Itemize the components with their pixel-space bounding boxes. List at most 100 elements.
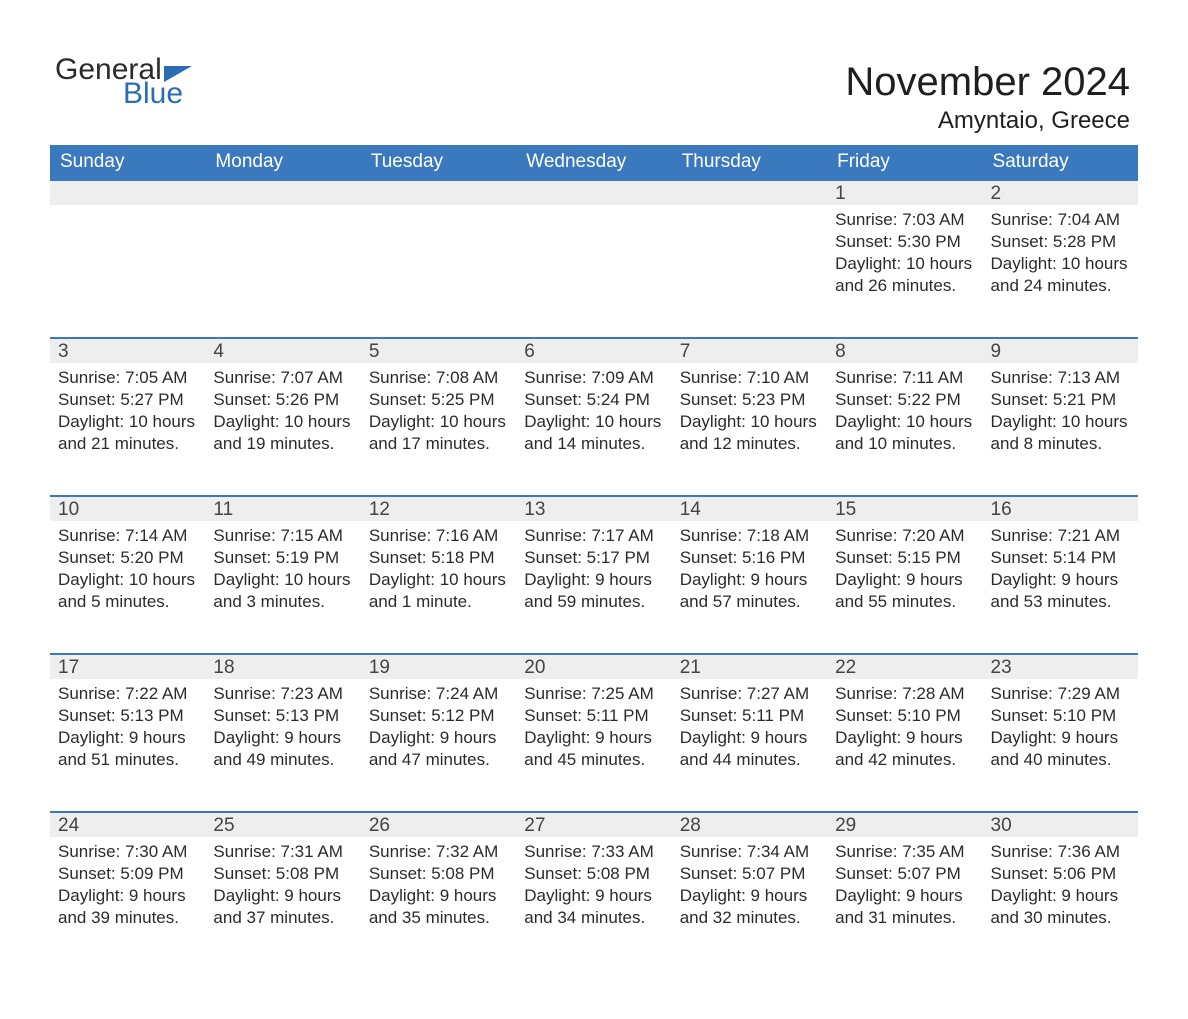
day-cell	[50, 205, 205, 337]
day-cell: Sunrise: 7:20 AMSunset: 5:15 PMDaylight:…	[827, 521, 982, 653]
day-day2: and 3 minutes.	[213, 591, 352, 613]
day-sunrise: Sunrise: 7:21 AM	[991, 525, 1130, 547]
day-sunset: Sunset: 5:08 PM	[213, 863, 352, 885]
day-sunrise: Sunrise: 7:30 AM	[58, 841, 197, 863]
day-day2: and 30 minutes.	[991, 907, 1130, 929]
day-cell: Sunrise: 7:22 AMSunset: 5:13 PMDaylight:…	[50, 679, 205, 811]
day-number: 1	[827, 179, 982, 205]
brand-word-2: Blue	[123, 79, 192, 109]
day-day2: and 40 minutes.	[991, 749, 1130, 771]
day-cell: Sunrise: 7:31 AMSunset: 5:08 PMDaylight:…	[205, 837, 360, 969]
day-number: 15	[827, 495, 982, 521]
day-day1: Daylight: 10 hours	[680, 411, 819, 433]
day-day1: Daylight: 9 hours	[835, 727, 974, 749]
day-day1: Daylight: 9 hours	[991, 727, 1130, 749]
day-details: Sunrise: 7:18 AMSunset: 5:16 PMDaylight:…	[672, 521, 827, 623]
day-day1: Daylight: 10 hours	[835, 253, 974, 275]
day-sunset: Sunset: 5:18 PM	[369, 547, 508, 569]
day-day2: and 10 minutes.	[835, 433, 974, 455]
day-details: Sunrise: 7:13 AMSunset: 5:21 PMDaylight:…	[983, 363, 1138, 465]
day-details: Sunrise: 7:27 AMSunset: 5:11 PMDaylight:…	[672, 679, 827, 781]
day-cell: Sunrise: 7:07 AMSunset: 5:26 PMDaylight:…	[205, 363, 360, 495]
day-day2: and 57 minutes.	[680, 591, 819, 613]
day-sunrise: Sunrise: 7:13 AM	[991, 367, 1130, 389]
day-sunset: Sunset: 5:17 PM	[524, 547, 663, 569]
day-number: 8	[827, 337, 982, 363]
day-cell: Sunrise: 7:16 AMSunset: 5:18 PMDaylight:…	[361, 521, 516, 653]
week-body-row: Sunrise: 7:03 AMSunset: 5:30 PMDaylight:…	[50, 205, 1138, 337]
day-number: 27	[516, 811, 671, 837]
day-sunset: Sunset: 5:08 PM	[369, 863, 508, 885]
day-cell: Sunrise: 7:24 AMSunset: 5:12 PMDaylight:…	[361, 679, 516, 811]
day-details: Sunrise: 7:07 AMSunset: 5:26 PMDaylight:…	[205, 363, 360, 465]
day-details: Sunrise: 7:30 AMSunset: 5:09 PMDaylight:…	[50, 837, 205, 939]
day-sunrise: Sunrise: 7:33 AM	[524, 841, 663, 863]
day-day1: Daylight: 9 hours	[680, 727, 819, 749]
brand-logo: General Blue	[55, 55, 192, 109]
day-number	[205, 179, 360, 205]
day-cell: Sunrise: 7:28 AMSunset: 5:10 PMDaylight:…	[827, 679, 982, 811]
day-cell: Sunrise: 7:35 AMSunset: 5:07 PMDaylight:…	[827, 837, 982, 969]
day-day1: Daylight: 9 hours	[369, 727, 508, 749]
day-number: 28	[672, 811, 827, 837]
day-day2: and 19 minutes.	[213, 433, 352, 455]
day-day1: Daylight: 10 hours	[991, 411, 1130, 433]
week-daynum-row: 12	[50, 179, 1138, 205]
day-day2: and 26 minutes.	[835, 275, 974, 297]
day-details: Sunrise: 7:09 AMSunset: 5:24 PMDaylight:…	[516, 363, 671, 465]
day-number	[516, 179, 671, 205]
day-number: 14	[672, 495, 827, 521]
day-cell: Sunrise: 7:30 AMSunset: 5:09 PMDaylight:…	[50, 837, 205, 969]
day-day1: Daylight: 9 hours	[213, 885, 352, 907]
day-details: Sunrise: 7:10 AMSunset: 5:23 PMDaylight:…	[672, 363, 827, 465]
day-cell: Sunrise: 7:18 AMSunset: 5:16 PMDaylight:…	[672, 521, 827, 653]
weekday-header: Monday	[205, 145, 360, 179]
day-sunset: Sunset: 5:28 PM	[991, 231, 1130, 253]
day-number	[50, 179, 205, 205]
day-number: 30	[983, 811, 1138, 837]
day-day1: Daylight: 9 hours	[58, 727, 197, 749]
day-sunrise: Sunrise: 7:36 AM	[991, 841, 1130, 863]
day-number: 3	[50, 337, 205, 363]
day-details: Sunrise: 7:31 AMSunset: 5:08 PMDaylight:…	[205, 837, 360, 939]
day-number: 17	[50, 653, 205, 679]
day-details: Sunrise: 7:22 AMSunset: 5:13 PMDaylight:…	[50, 679, 205, 781]
day-number: 18	[205, 653, 360, 679]
day-cell: Sunrise: 7:11 AMSunset: 5:22 PMDaylight:…	[827, 363, 982, 495]
week-body-row: Sunrise: 7:22 AMSunset: 5:13 PMDaylight:…	[50, 679, 1138, 811]
day-day2: and 32 minutes.	[680, 907, 819, 929]
weekday-header: Tuesday	[361, 145, 516, 179]
day-cell	[205, 205, 360, 337]
day-day1: Daylight: 9 hours	[835, 885, 974, 907]
day-sunset: Sunset: 5:07 PM	[680, 863, 819, 885]
day-sunrise: Sunrise: 7:22 AM	[58, 683, 197, 705]
day-sunrise: Sunrise: 7:14 AM	[58, 525, 197, 547]
day-sunset: Sunset: 5:12 PM	[369, 705, 508, 727]
day-cell: Sunrise: 7:33 AMSunset: 5:08 PMDaylight:…	[516, 837, 671, 969]
day-sunset: Sunset: 5:07 PM	[835, 863, 974, 885]
weekday-header: Thursday	[672, 145, 827, 179]
day-details: Sunrise: 7:08 AMSunset: 5:25 PMDaylight:…	[361, 363, 516, 465]
day-details: Sunrise: 7:25 AMSunset: 5:11 PMDaylight:…	[516, 679, 671, 781]
day-details: Sunrise: 7:20 AMSunset: 5:15 PMDaylight:…	[827, 521, 982, 623]
day-day1: Daylight: 9 hours	[524, 885, 663, 907]
day-day1: Daylight: 9 hours	[524, 727, 663, 749]
day-day2: and 5 minutes.	[58, 591, 197, 613]
day-sunset: Sunset: 5:10 PM	[991, 705, 1130, 727]
day-day1: Daylight: 9 hours	[991, 569, 1130, 591]
day-number: 13	[516, 495, 671, 521]
day-day1: Daylight: 10 hours	[213, 569, 352, 591]
day-number: 2	[983, 179, 1138, 205]
day-sunrise: Sunrise: 7:04 AM	[991, 209, 1130, 231]
week-body-row: Sunrise: 7:14 AMSunset: 5:20 PMDaylight:…	[50, 521, 1138, 653]
day-number: 4	[205, 337, 360, 363]
day-sunset: Sunset: 5:08 PM	[524, 863, 663, 885]
day-sunrise: Sunrise: 7:09 AM	[524, 367, 663, 389]
day-details: Sunrise: 7:21 AMSunset: 5:14 PMDaylight:…	[983, 521, 1138, 623]
week-body-row: Sunrise: 7:05 AMSunset: 5:27 PMDaylight:…	[50, 363, 1138, 495]
day-details: Sunrise: 7:28 AMSunset: 5:10 PMDaylight:…	[827, 679, 982, 781]
week-daynum-row: 17181920212223	[50, 653, 1138, 679]
day-sunset: Sunset: 5:27 PM	[58, 389, 197, 411]
day-sunset: Sunset: 5:11 PM	[524, 705, 663, 727]
day-number: 23	[983, 653, 1138, 679]
